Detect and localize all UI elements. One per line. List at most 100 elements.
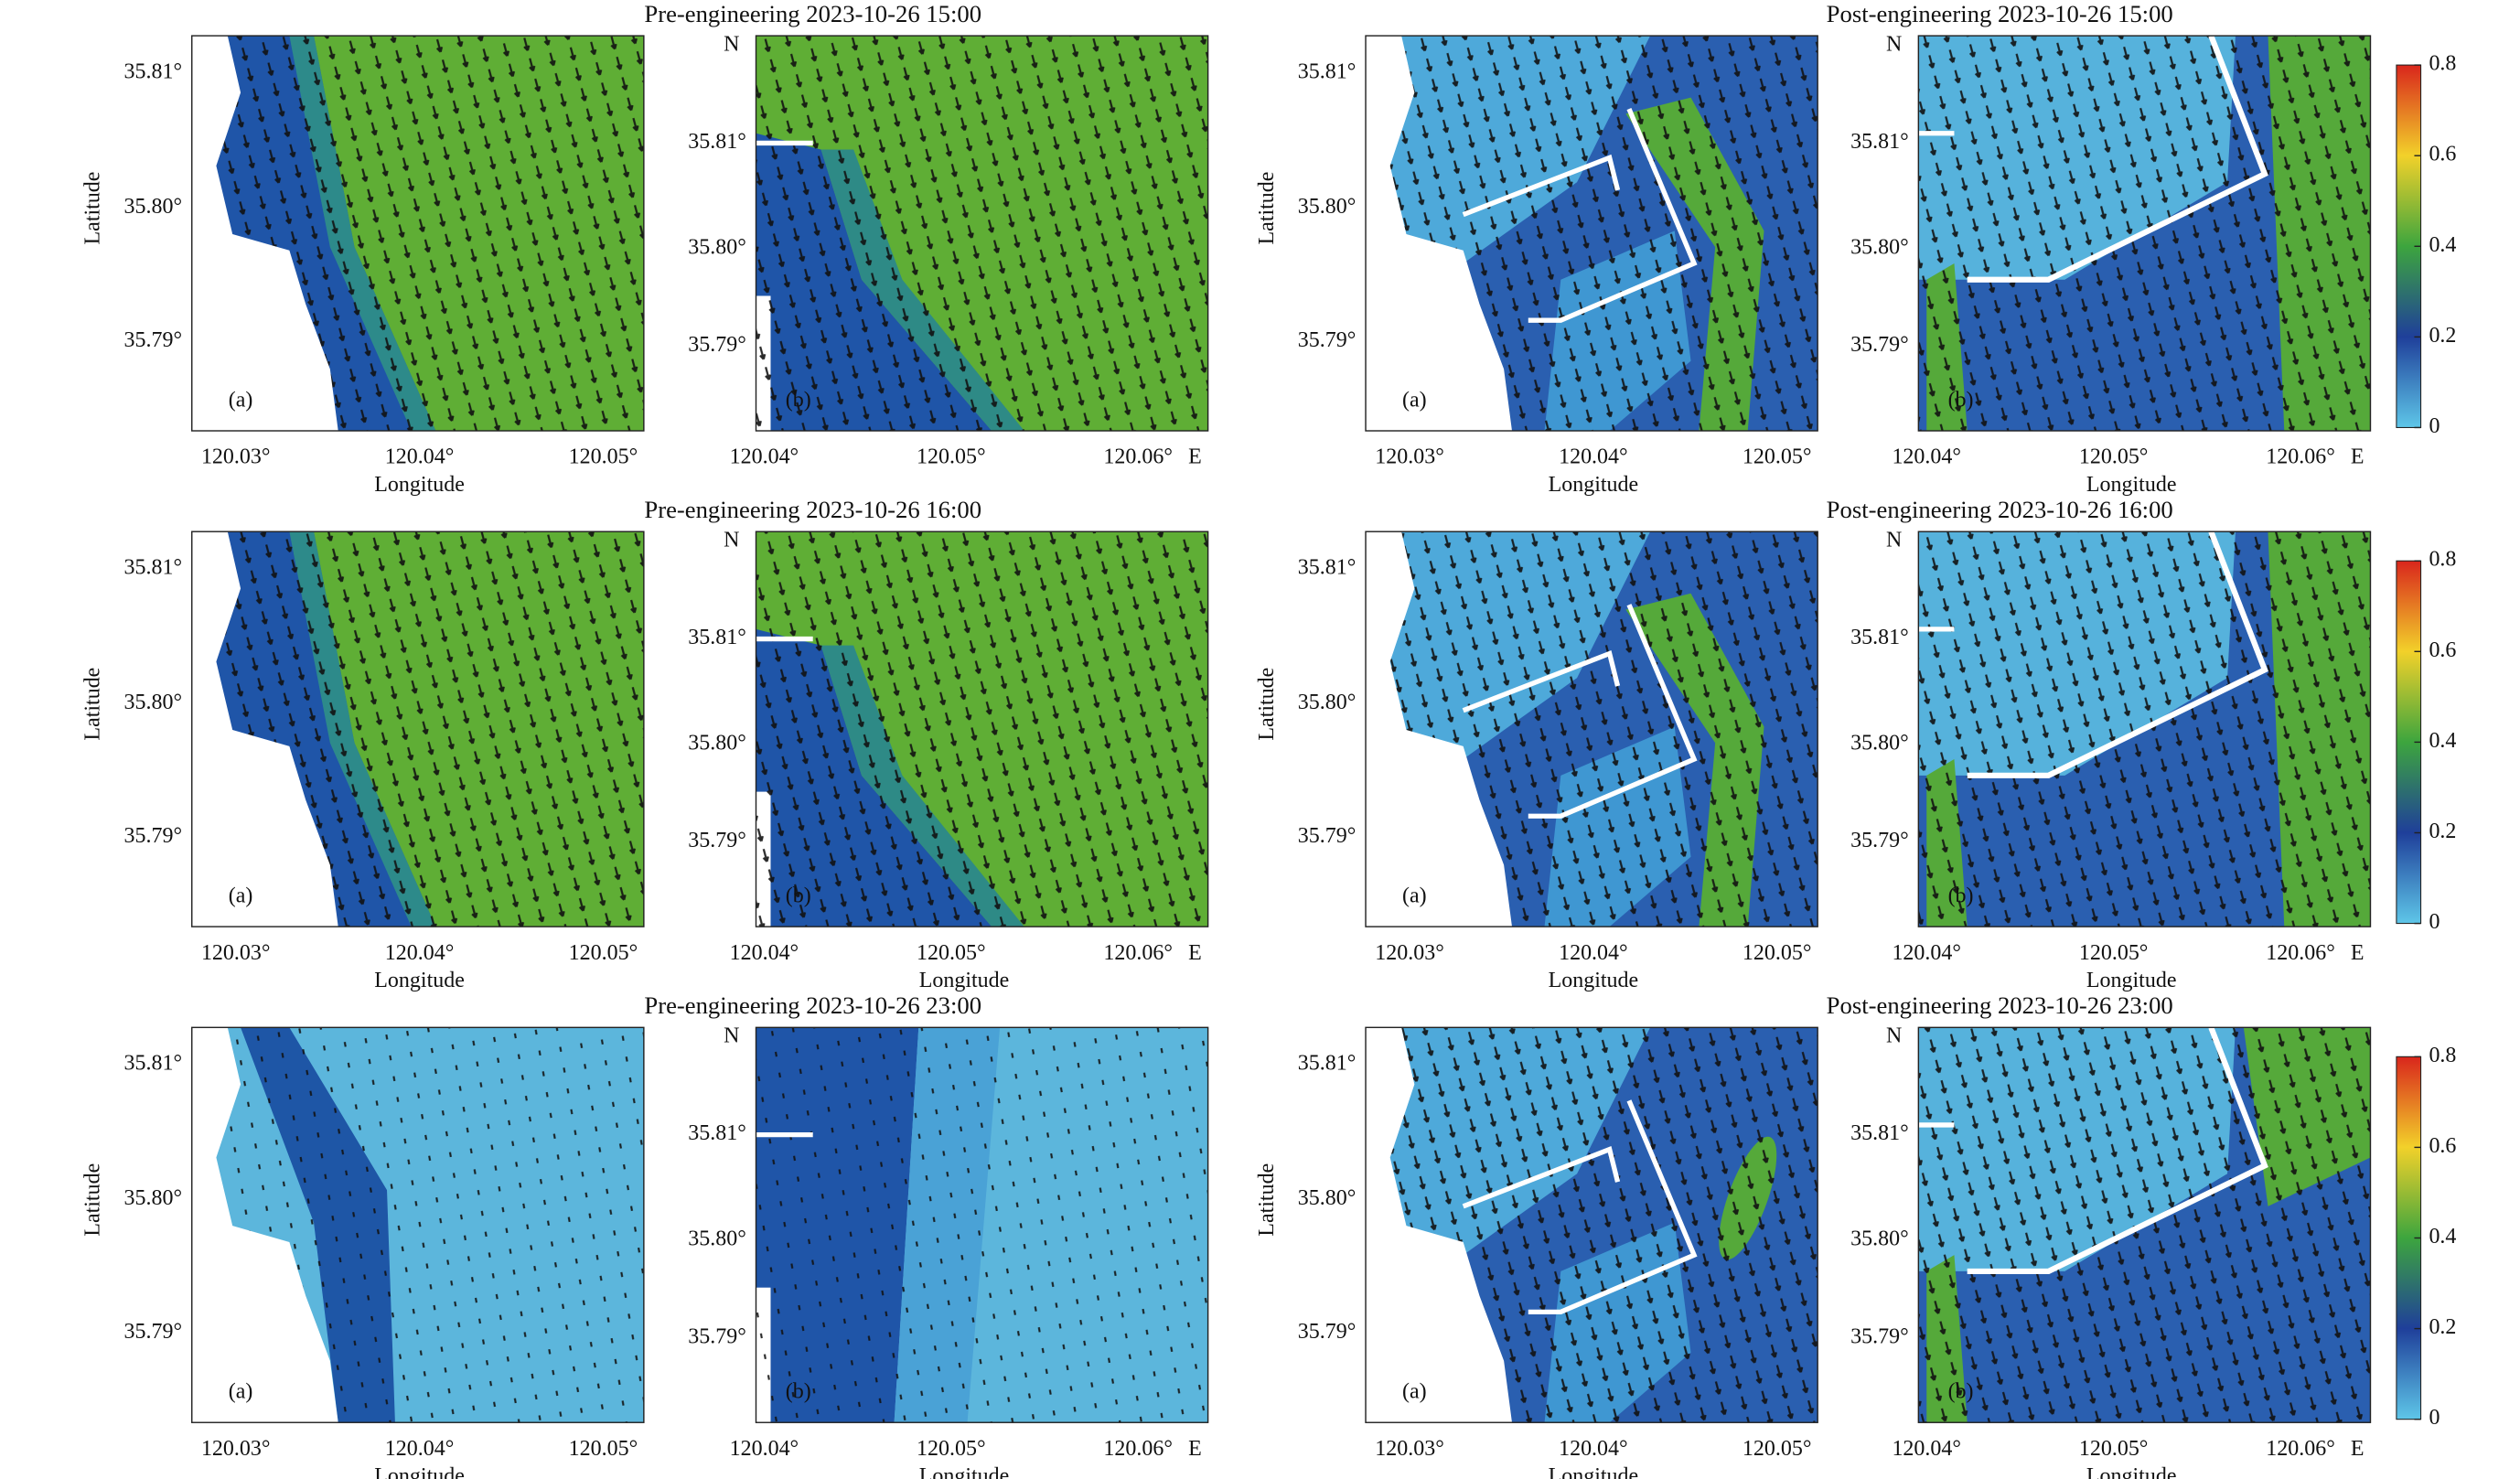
y-tick-label: 35.80°: [1298, 691, 1357, 714]
x-axis-label: Longitude: [374, 1464, 465, 1479]
y-tick-label: 35.80°: [124, 691, 183, 714]
y-tick-label: 35.80°: [1850, 1227, 1909, 1251]
y-tick-label: 35.79°: [688, 829, 746, 852]
panel-title: Pre-engineering 2023-10-26 16:00: [644, 496, 981, 523]
colorbar-tick-label: 0.6: [2429, 638, 2456, 662]
x-tick-label: 120.05°: [917, 1437, 986, 1461]
colorbar-tick-label: 0.8: [2429, 1044, 2456, 1067]
x-tick-label: 120.05°: [2079, 1437, 2149, 1461]
coast-structure: [190, 1057, 237, 1120]
x-tick-label: 120.05°: [569, 445, 638, 469]
x-axis-label: Longitude: [1549, 1464, 1639, 1479]
flow-field: [1917, 1026, 2372, 1423]
x-axis-label: Longitude: [919, 969, 1010, 992]
flow-field: [1364, 35, 1818, 432]
coast-structure: [1364, 1057, 1410, 1120]
flow-field: [755, 1026, 1209, 1423]
panel-label: (a): [229, 389, 253, 413]
land: [1366, 36, 1512, 432]
y-tick-label: 35.79°: [1850, 829, 1909, 852]
x-tick-label: 120.04°: [730, 445, 799, 469]
y-tick-label: 35.81°: [124, 1052, 183, 1076]
east-label: E: [2351, 1437, 2365, 1461]
colorbar-tick-label: 0.2: [2429, 820, 2456, 843]
panel-frame: [1365, 1026, 1818, 1423]
flow-field: [1917, 34, 2372, 432]
flow-field: [190, 35, 645, 432]
x-tick-label: 120.05°: [917, 941, 986, 965]
y-tick-label: 35.81°: [1850, 626, 1909, 649]
y-tick-label: 35.81°: [1298, 59, 1357, 83]
land: [191, 1027, 338, 1423]
x-tick-label: 120.04°: [1559, 941, 1628, 965]
x-tick-label: 120.03°: [201, 1437, 271, 1461]
engineering-structure: [1462, 1146, 1621, 1209]
y-tick-label: 35.79°: [1850, 1324, 1909, 1348]
colorbar-tick-label: 0.2: [2429, 324, 2456, 348]
panel-label: (b): [786, 389, 811, 413]
colorbar-tick-label: 0.8: [2429, 548, 2456, 572]
colorbar-tick-label: 0.2: [2429, 1315, 2456, 1339]
panel-frame: [755, 531, 1209, 927]
coast-structure: [190, 562, 237, 624]
coast-structure: [1364, 66, 1410, 127]
x-tick-label: 120.05°: [1743, 445, 1812, 469]
x-tick-label: 120.05°: [1743, 1437, 1812, 1461]
y-tick-label: 35.80°: [1850, 732, 1909, 756]
y-tick-label: 35.79°: [124, 328, 183, 352]
x-axis-label: Longitude: [2086, 1464, 2177, 1479]
engineering-structure: [1462, 649, 1621, 713]
panel-frame: [755, 35, 1209, 432]
panel-frame: [1365, 531, 1818, 927]
flow-field: [755, 35, 1209, 432]
x-tick-label: 120.04°: [1559, 1437, 1628, 1461]
land: [1366, 1027, 1512, 1423]
east-label: E: [1188, 941, 1202, 965]
land: [191, 531, 338, 927]
flow-field: [1364, 531, 1818, 927]
panel-label: (a): [1402, 884, 1427, 908]
x-tick-label: 120.04°: [1559, 445, 1628, 469]
x-tick-label: 120.06°: [2266, 445, 2335, 469]
colorbar-tick-label: 0.6: [2429, 143, 2456, 166]
x-tick-label: 120.03°: [1375, 445, 1444, 469]
flow-field: [190, 1026, 645, 1423]
engineering-structure: [1528, 1099, 1698, 1315]
y-tick-label: 35.79°: [1850, 333, 1909, 357]
y-tick-label: 35.81°: [688, 626, 746, 649]
north-label: N: [1886, 1024, 1902, 1047]
y-tick-label: 35.79°: [1298, 1320, 1357, 1344]
panel-title: Pre-engineering 2023-10-26 15:00: [644, 0, 981, 27]
y-axis-label: Latitude: [1255, 1163, 1279, 1237]
y-tick-label: 35.81°: [1850, 130, 1909, 154]
y-tick-label: 35.79°: [688, 1324, 746, 1348]
y-tick-label: 35.79°: [124, 1320, 183, 1344]
colorbar-tick-label: 0: [2429, 1406, 2440, 1430]
x-tick-label: 120.03°: [201, 941, 271, 965]
panel-title: Post-engineering 2023-10-26 16:00: [1827, 496, 2173, 523]
y-tick-label: 35.80°: [688, 732, 746, 756]
y-axis-label: Latitude: [1255, 172, 1279, 245]
panel-title: Pre-engineering 2023-10-26 23:00: [644, 991, 981, 1019]
north-label: N: [724, 32, 739, 56]
y-tick-label: 35.79°: [1298, 824, 1357, 848]
panel-label: (b): [1948, 1380, 1974, 1404]
y-tick-label: 35.79°: [1298, 328, 1357, 352]
x-tick-label: 120.04°: [730, 1437, 799, 1461]
east-label: E: [2351, 445, 2365, 469]
panel-label: (a): [1402, 1380, 1427, 1404]
engineering-structure: [1967, 1026, 2268, 1275]
panel-label: (a): [1402, 389, 1427, 413]
panel-title: Post-engineering 2023-10-26 15:00: [1827, 0, 2173, 27]
velocity-arrows: [756, 531, 1208, 927]
land: [191, 36, 338, 432]
x-tick-label: 120.06°: [2266, 941, 2335, 965]
panel-frame: [755, 1026, 1209, 1423]
x-tick-label: 120.03°: [1375, 1437, 1444, 1461]
colorbar-tick-label: 0.4: [2429, 233, 2456, 257]
panel-label: (b): [1948, 389, 1974, 413]
x-tick-label: 120.06°: [1103, 1437, 1173, 1461]
velocity-arrows: [756, 36, 1208, 432]
north-label: N: [1886, 528, 1902, 552]
